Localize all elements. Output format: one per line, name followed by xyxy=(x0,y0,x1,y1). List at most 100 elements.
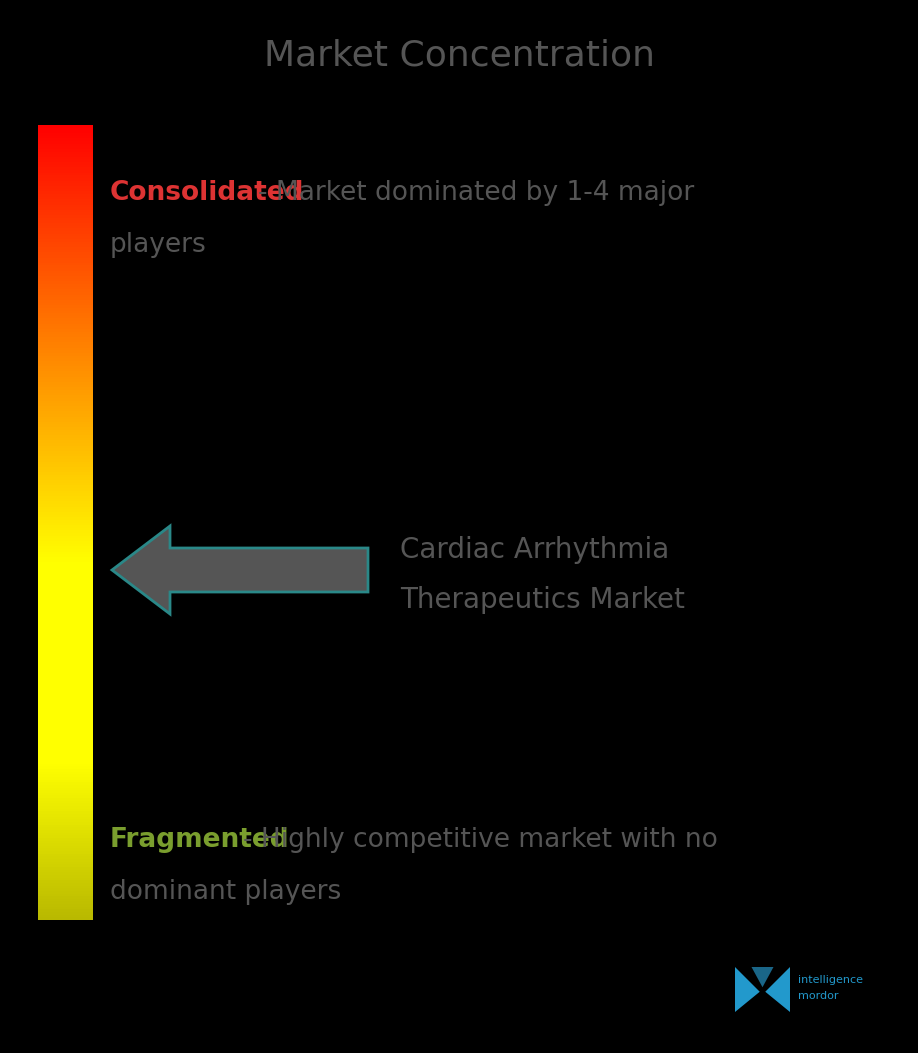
Bar xyxy=(38,793,93,795)
Bar xyxy=(38,414,93,417)
Bar xyxy=(38,541,93,543)
Bar xyxy=(38,828,93,830)
Bar xyxy=(38,636,93,639)
Bar xyxy=(38,721,93,723)
Bar xyxy=(38,143,93,146)
Bar xyxy=(38,573,93,576)
Bar xyxy=(38,713,93,716)
Bar xyxy=(38,281,93,284)
Bar xyxy=(38,125,93,127)
Bar xyxy=(38,742,93,746)
Bar xyxy=(38,880,93,882)
Bar xyxy=(38,390,93,393)
Bar xyxy=(38,176,93,178)
Bar xyxy=(38,475,93,477)
Bar xyxy=(38,552,93,554)
Bar xyxy=(38,138,93,141)
Bar xyxy=(38,740,93,742)
Bar xyxy=(38,571,93,573)
Bar xyxy=(38,466,93,470)
Bar xyxy=(38,445,93,449)
Bar xyxy=(38,536,93,538)
Bar xyxy=(38,608,93,610)
Bar xyxy=(38,192,93,194)
Bar xyxy=(38,697,93,700)
Bar xyxy=(38,345,93,347)
Bar xyxy=(38,255,93,258)
Bar xyxy=(38,318,93,321)
Bar xyxy=(38,501,93,504)
Bar xyxy=(38,538,93,541)
Bar xyxy=(38,295,93,297)
Bar xyxy=(38,157,93,159)
Bar xyxy=(38,459,93,461)
Bar xyxy=(38,183,93,186)
Bar xyxy=(38,644,93,647)
Bar xyxy=(38,428,93,430)
Bar xyxy=(38,236,93,239)
Bar xyxy=(38,554,93,557)
Bar xyxy=(38,269,93,271)
Bar xyxy=(38,533,93,536)
Bar xyxy=(38,843,93,846)
Bar xyxy=(38,840,93,843)
Bar xyxy=(38,353,93,356)
Bar xyxy=(38,886,93,888)
Bar xyxy=(38,337,93,340)
Bar xyxy=(38,629,93,631)
Bar xyxy=(38,711,93,713)
Bar xyxy=(38,335,93,337)
Bar xyxy=(38,894,93,896)
Bar xyxy=(38,859,93,861)
Bar xyxy=(38,522,93,525)
Bar xyxy=(38,482,93,485)
Bar xyxy=(38,290,93,292)
Bar xyxy=(38,790,93,793)
Polygon shape xyxy=(766,967,790,1012)
Bar xyxy=(38,215,93,218)
Bar xyxy=(38,557,93,559)
Bar xyxy=(38,234,93,236)
Bar xyxy=(38,342,93,345)
Bar xyxy=(38,494,93,496)
Bar xyxy=(38,690,93,692)
Bar xyxy=(38,634,93,636)
Bar xyxy=(38,581,93,583)
Bar xyxy=(38,665,93,669)
Bar xyxy=(38,194,93,197)
Text: intelligence: intelligence xyxy=(798,975,863,985)
Bar xyxy=(38,340,93,342)
Bar xyxy=(38,154,93,157)
Bar xyxy=(38,173,93,176)
Bar xyxy=(38,700,93,702)
Bar xyxy=(38,708,93,711)
Bar xyxy=(38,865,93,867)
Bar xyxy=(38,562,93,564)
Text: - Market dominated by 1-4 major: - Market dominated by 1-4 major xyxy=(258,180,694,206)
Bar xyxy=(38,347,93,351)
Text: mordor: mordor xyxy=(798,991,838,1001)
Bar xyxy=(38,141,93,143)
Bar xyxy=(38,650,93,653)
Bar xyxy=(38,388,93,390)
Bar xyxy=(38,167,93,170)
Bar xyxy=(38,599,93,602)
Bar xyxy=(38,877,93,880)
Bar xyxy=(38,199,93,202)
Bar xyxy=(38,496,93,499)
Bar xyxy=(38,164,93,167)
Bar xyxy=(38,491,93,494)
Bar xyxy=(38,356,93,358)
Bar xyxy=(38,602,93,604)
Bar xyxy=(38,583,93,587)
Bar xyxy=(38,618,93,620)
Bar xyxy=(38,867,93,870)
Bar xyxy=(38,400,93,403)
Bar xyxy=(38,218,93,220)
Bar xyxy=(38,809,93,812)
Bar xyxy=(38,854,93,856)
Bar xyxy=(38,660,93,663)
Bar xyxy=(38,377,93,379)
Text: Consolidated: Consolidated xyxy=(110,180,305,206)
Polygon shape xyxy=(752,967,774,988)
